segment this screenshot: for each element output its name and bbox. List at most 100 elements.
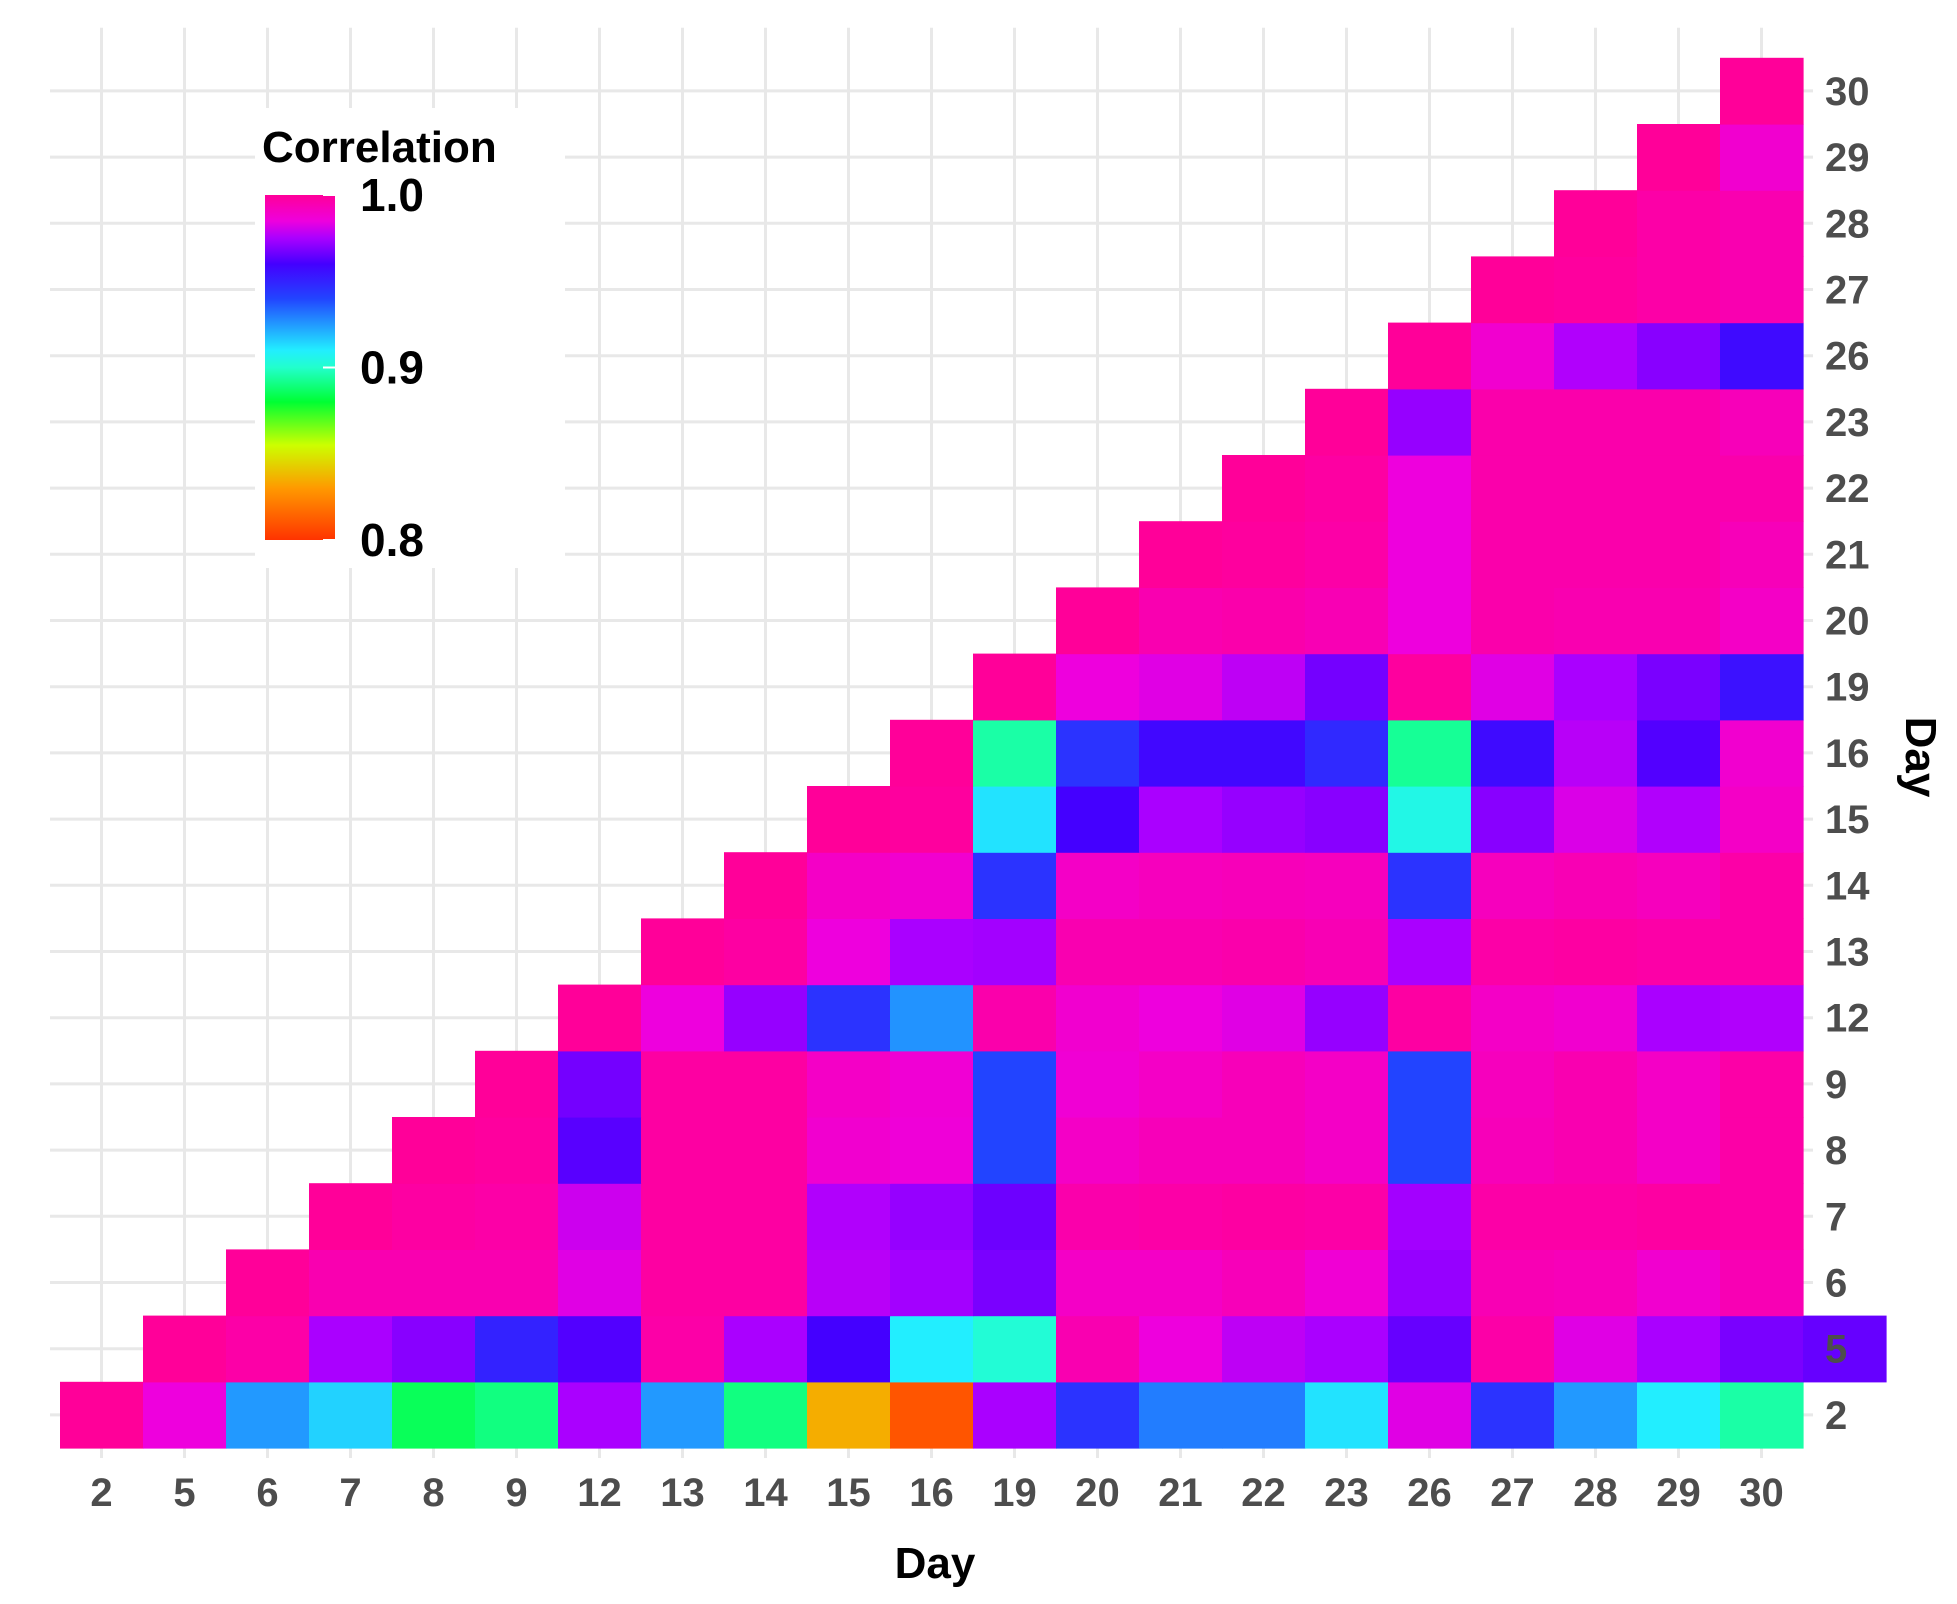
heatmap-cell-6-16 <box>890 1249 974 1317</box>
heatmap-cell-15-26 <box>1388 786 1472 853</box>
y-tick-label: 16 <box>1825 732 1870 776</box>
heatmap-cell-9-20 <box>1056 1050 1140 1118</box>
heatmap-cell-26-26 <box>1388 322 1472 390</box>
heatmap-cell-7-21 <box>1139 1183 1223 1250</box>
heatmap-cell-13-23 <box>1305 918 1389 986</box>
heatmap-cell-9-19 <box>973 1050 1057 1118</box>
heatmap-cell-13-21 <box>1139 918 1223 986</box>
heatmap-cell-7-9 <box>475 1183 559 1250</box>
heatmap-cell-14-16 <box>890 852 974 919</box>
heatmap-cell-7-23 <box>1305 1183 1389 1250</box>
heatmap-cell-26-30 <box>1720 322 1804 390</box>
heatmap-cell-12-30 <box>1720 984 1804 1052</box>
heatmap-cell-23-23 <box>1305 388 1389 456</box>
heatmap-cell-27-27 <box>1471 256 1555 324</box>
heatmap-cell-5-undefined <box>1803 1315 1887 1383</box>
y-tick-label: 20 <box>1825 600 1870 644</box>
heatmap-cell-9-16 <box>890 1050 974 1118</box>
x-tick-label: 29 <box>1656 1471 1701 1515</box>
heatmap-cell-6-8 <box>392 1249 476 1317</box>
heatmap-cells <box>60 57 1887 1449</box>
heatmap-cell-21-23 <box>1305 521 1389 588</box>
heatmap-cell-5-6 <box>226 1315 310 1383</box>
heatmap-cell-7-27 <box>1471 1183 1555 1250</box>
y-tick-label: 21 <box>1825 533 1870 577</box>
heatmap-cell-16-27 <box>1471 719 1555 787</box>
heatmap-cell-19-19 <box>973 653 1057 721</box>
heatmap-cell-8-12 <box>558 1117 642 1184</box>
x-tick-label: 2 <box>90 1471 112 1515</box>
x-tick-label: 21 <box>1158 1471 1203 1515</box>
x-tick-label: 8 <box>422 1471 444 1515</box>
heatmap-cell-5-23 <box>1305 1315 1389 1383</box>
heatmap-cell-2-29 <box>1637 1381 1721 1449</box>
heatmap-cell-2-7 <box>309 1381 393 1449</box>
heatmap-cell-14-22 <box>1222 852 1306 919</box>
heatmap-cell-2-16 <box>890 1381 974 1449</box>
heatmap-cell-20-22 <box>1222 587 1306 655</box>
heatmap-cell-7-8 <box>392 1183 476 1250</box>
heatmap-cell-7-14 <box>724 1183 808 1250</box>
heatmap-cell-15-19 <box>973 786 1057 853</box>
heatmap-cell-6-19 <box>973 1249 1057 1317</box>
heatmap-cell-14-26 <box>1388 852 1472 919</box>
heatmap-cell-15-23 <box>1305 786 1389 853</box>
x-axis-title: Day <box>895 1539 976 1588</box>
heatmap-cell-15-27 <box>1471 786 1555 853</box>
heatmap-cell-6-27 <box>1471 1249 1555 1317</box>
heatmap-cell-21-21 <box>1139 521 1223 588</box>
heatmap-cell-21-26 <box>1388 521 1472 588</box>
heatmap-cell-6-15 <box>807 1249 891 1317</box>
heatmap-cell-9-21 <box>1139 1050 1223 1118</box>
y-tick-label: 9 <box>1825 1063 1847 1107</box>
heatmap-cell-19-28 <box>1554 653 1638 721</box>
heatmap-cell-2-20 <box>1056 1381 1140 1449</box>
heatmap-cell-20-23 <box>1305 587 1389 655</box>
legend-ticks: 1.0 0.9 0.8 <box>323 169 424 566</box>
heatmap-cell-6-21 <box>1139 1249 1223 1317</box>
heatmap-cell-29-29 <box>1637 124 1721 191</box>
heatmap-cell-5-22 <box>1222 1315 1306 1383</box>
y-tick-label: 28 <box>1825 202 1870 246</box>
heatmap-cell-2-12 <box>558 1381 642 1449</box>
heatmap-cell-2-13 <box>641 1381 725 1449</box>
heatmap-cell-9-30 <box>1720 1050 1804 1118</box>
legend-tick-label: 0.9 <box>360 342 424 394</box>
heatmap-cell-16-29 <box>1637 719 1721 787</box>
heatmap-cell-13-22 <box>1222 918 1306 986</box>
legend: Correlation 1.0 0.9 0.8 <box>255 108 565 568</box>
heatmap-cell-7-22 <box>1222 1183 1306 1250</box>
heatmap-cell-20-30 <box>1720 587 1804 655</box>
y-tick-label: 14 <box>1825 864 1870 908</box>
heatmap-cell-16-16 <box>890 719 974 787</box>
heatmap-cell-8-16 <box>890 1117 974 1184</box>
heatmap-cell-8-9 <box>475 1117 559 1184</box>
heatmap-cell-6-20 <box>1056 1249 1140 1317</box>
heatmap-cell-30-30 <box>1720 57 1804 125</box>
heatmap-cell-14-14 <box>724 852 808 919</box>
x-tick-label: 30 <box>1739 1471 1784 1515</box>
heatmap-cell-13-14 <box>724 918 808 986</box>
heatmap-cell-12-27 <box>1471 984 1555 1052</box>
heatmap-cell-8-23 <box>1305 1117 1389 1184</box>
x-tick-label: 9 <box>505 1471 527 1515</box>
y-tick-label: 19 <box>1825 666 1870 710</box>
heatmap-cell-9-12 <box>558 1050 642 1118</box>
x-tick-label: 13 <box>660 1471 705 1515</box>
heatmap-cell-7-13 <box>641 1183 725 1250</box>
heatmap-cell-28-29 <box>1637 190 1721 257</box>
heatmap-cell-5-13 <box>641 1315 725 1383</box>
heatmap-cell-13-27 <box>1471 918 1555 986</box>
heatmap-cell-5-28 <box>1554 1315 1638 1383</box>
x-tick-label: 22 <box>1241 1471 1286 1515</box>
heatmap-cell-23-29 <box>1637 388 1721 456</box>
heatmap-cell-9-14 <box>724 1050 808 1118</box>
heatmap-cell-5-14 <box>724 1315 808 1383</box>
y-tick-label: 22 <box>1825 467 1870 511</box>
y-tick-label: 5 <box>1825 1328 1847 1372</box>
heatmap-cell-5-21 <box>1139 1315 1223 1383</box>
heatmap-cell-2-26 <box>1388 1381 1472 1449</box>
heatmap-cell-26-28 <box>1554 322 1638 390</box>
heatmap-cell-6-26 <box>1388 1249 1472 1317</box>
heatmap-cell-20-29 <box>1637 587 1721 655</box>
